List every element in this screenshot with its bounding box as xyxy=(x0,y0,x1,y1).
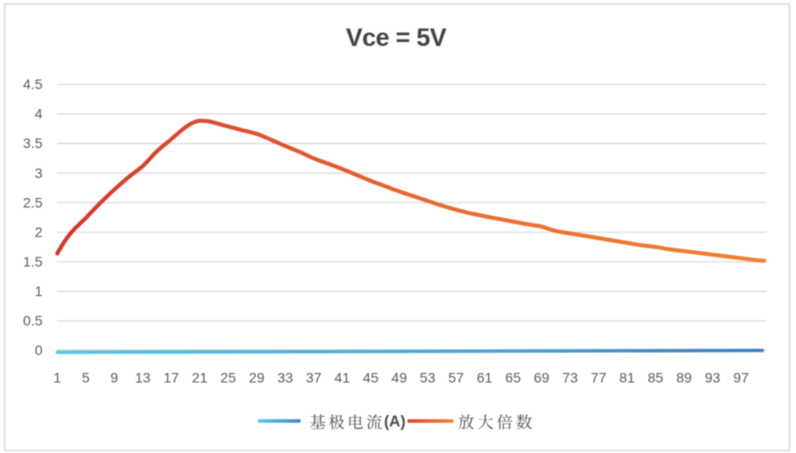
svg-text:49: 49 xyxy=(391,370,407,386)
svg-text:33: 33 xyxy=(277,370,293,386)
svg-text:73: 73 xyxy=(562,370,578,386)
svg-text:37: 37 xyxy=(306,370,322,386)
svg-text:81: 81 xyxy=(619,370,635,386)
svg-text:21: 21 xyxy=(192,370,208,386)
svg-text:53: 53 xyxy=(420,370,436,386)
svg-text:85: 85 xyxy=(648,370,664,386)
svg-text:41: 41 xyxy=(334,370,350,386)
svg-text:97: 97 xyxy=(733,370,749,386)
svg-text:45: 45 xyxy=(363,370,379,386)
svg-text:61: 61 xyxy=(477,370,493,386)
svg-text:0.5: 0.5 xyxy=(23,313,43,329)
svg-text:(A): (A) xyxy=(384,414,406,431)
svg-text:2: 2 xyxy=(35,224,43,240)
svg-text:4.5: 4.5 xyxy=(23,76,43,92)
svg-text:25: 25 xyxy=(220,370,236,386)
svg-text:77: 77 xyxy=(591,370,607,386)
svg-text:13: 13 xyxy=(135,370,151,386)
svg-text:0: 0 xyxy=(35,342,43,358)
svg-text:5: 5 xyxy=(82,370,90,386)
svg-text:3.5: 3.5 xyxy=(23,135,43,151)
svg-text:9: 9 xyxy=(110,370,118,386)
svg-text:1.5: 1.5 xyxy=(23,253,43,269)
svg-text:93: 93 xyxy=(705,370,721,386)
svg-text:Vce = 5V: Vce = 5V xyxy=(346,24,447,52)
svg-text:89: 89 xyxy=(676,370,692,386)
svg-text:17: 17 xyxy=(164,370,180,386)
svg-text:1: 1 xyxy=(53,370,61,386)
svg-text:57: 57 xyxy=(448,370,464,386)
svg-text:69: 69 xyxy=(534,370,550,386)
svg-text:65: 65 xyxy=(505,370,521,386)
svg-text:29: 29 xyxy=(249,370,265,386)
svg-text:3: 3 xyxy=(35,165,43,181)
svg-text:4: 4 xyxy=(35,106,43,122)
svg-text:2.5: 2.5 xyxy=(23,194,43,210)
svg-text:1: 1 xyxy=(35,283,43,299)
